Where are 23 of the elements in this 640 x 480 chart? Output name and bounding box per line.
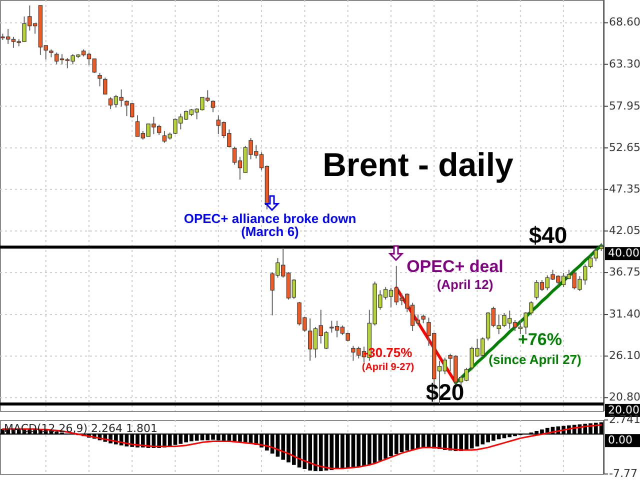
- annotation: $40: [528, 222, 568, 248]
- annotation: OPEC+ alliance broke down: [184, 211, 356, 226]
- y-tick-label: 47.35: [609, 182, 640, 196]
- ref-line-label: 40.00: [608, 246, 640, 260]
- y-tick-label: 57.95: [609, 99, 640, 112]
- annotation: (since April 27): [488, 352, 582, 367]
- annotation: OPEC+ deal: [406, 257, 504, 276]
- annotation: +76%: [518, 330, 562, 349]
- y-tick-label: -7.77: [609, 467, 638, 480]
- y-tick-label: 68.60: [609, 16, 640, 29]
- y-tick-label: 42.05: [609, 224, 640, 238]
- text: Brent - daily: [322, 146, 514, 183]
- y-tick-label: 26.10: [609, 349, 640, 362]
- annotation: (March 6): [241, 224, 299, 239]
- y-tick-label: 31.40: [609, 308, 640, 321]
- y-tick-label: 36.75: [609, 266, 640, 279]
- y-tick-label: 20.80: [609, 390, 640, 404]
- ref-line-label: 0.00: [608, 434, 632, 447]
- y-tick-label: 52.65: [609, 140, 640, 154]
- y-tick-label: 63.30: [609, 57, 640, 70]
- annotation: (April 9-27): [362, 362, 414, 373]
- ref-line-label: 20.00: [608, 403, 640, 416]
- annotation: (April 12): [436, 277, 494, 292]
